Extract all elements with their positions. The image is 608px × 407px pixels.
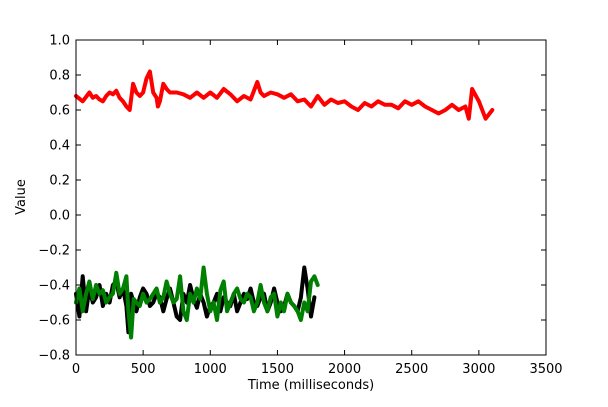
y-tick-label: −0.6 xyxy=(38,314,70,329)
ticks-layer: 0 500 1000 1500 2000 2500 3000 3500 −0.8 −0.6 −0.4… xyxy=(38,34,562,378)
y-axis-label: Value xyxy=(14,179,29,215)
y-tick-label: −0.8 xyxy=(38,349,70,364)
y-tick-label: 0.0 xyxy=(49,209,70,224)
x-tick-label: 2500 xyxy=(395,362,428,377)
y-tick-label: −0.2 xyxy=(38,244,70,259)
y-tick-label: 0.6 xyxy=(49,104,70,119)
y-tick-label: 0.4 xyxy=(49,139,70,154)
x-tick-label: 0 xyxy=(72,362,80,377)
plot-frame xyxy=(75,39,547,356)
x-tick-label: 1500 xyxy=(261,362,294,377)
x-tick-label: 2000 xyxy=(328,362,361,377)
x-tick-label: 500 xyxy=(131,362,156,377)
y-tick-label: 1.0 xyxy=(49,34,70,49)
y-tick-label: 0.8 xyxy=(49,69,70,84)
x-tick-label: 3500 xyxy=(529,362,562,377)
series-line-3 xyxy=(74,69,495,121)
x-axis-label: Time (milliseconds) xyxy=(247,378,374,393)
series-layer xyxy=(74,69,495,340)
y-tick-label: −0.4 xyxy=(38,279,70,294)
x-tick-label: 1000 xyxy=(194,362,227,377)
x-tick-label: 3000 xyxy=(462,362,495,377)
y-tick-label: 0.2 xyxy=(49,174,70,189)
series-line-2 xyxy=(74,265,320,340)
